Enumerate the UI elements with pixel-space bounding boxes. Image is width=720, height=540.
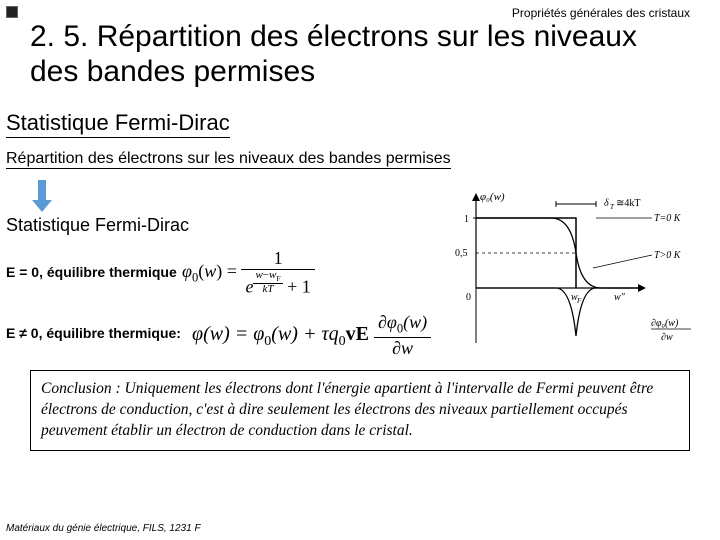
svg-text:w″: w″ xyxy=(614,292,626,303)
svg-text:T=0 K: T=0 K xyxy=(654,213,682,224)
footer-text: Matériaux du génie électrique, FILS, 123… xyxy=(6,523,201,534)
svg-text:≅4kT: ≅4kT xyxy=(616,198,641,209)
fermi-dirac-graph: φ₀(w) 1 0,5 0 w F w″ δ T ≅4kT T=0 K T>0 … xyxy=(446,188,706,353)
header-bullet xyxy=(6,6,18,18)
section-heading-1: Statistique Fermi-Dirac xyxy=(6,110,230,138)
section-heading-2: Statistique Fermi-Dirac xyxy=(6,215,189,236)
down-arrow-icon xyxy=(30,180,54,214)
eq2-label: E ≠ 0, équilibre thermique: xyxy=(6,325,181,341)
eq1-numerator: 1 xyxy=(241,248,314,270)
svg-text:0,5: 0,5 xyxy=(455,248,468,259)
svg-text:0: 0 xyxy=(466,292,471,303)
svg-text:∂w: ∂w xyxy=(661,332,673,343)
subheading-line: Répartition des électrons sur les niveau… xyxy=(6,150,451,169)
slide-title: 2. 5. Répartition des électrons sur les … xyxy=(30,20,690,89)
conclusion-box: Conclusion : Uniquement les électrons do… xyxy=(30,370,690,451)
svg-text:T>0 K: T>0 K xyxy=(654,250,682,261)
eq1-denominator: ew−wFkT + 1 xyxy=(241,270,314,297)
svg-text:F: F xyxy=(576,297,582,305)
svg-text:δ: δ xyxy=(604,198,609,209)
eq1-label: E = 0, équilibre thermique xyxy=(6,264,177,280)
header-tag: Propriétés générales des cristaux xyxy=(512,6,690,20)
svg-text:∂φ₀(w): ∂φ₀(w) xyxy=(651,318,679,329)
eq1-formula: φ0(w) = 1 ew−wFkT + 1 xyxy=(182,248,315,297)
svg-text:φ₀(w): φ₀(w) xyxy=(480,191,505,203)
svg-text:T: T xyxy=(610,203,615,211)
eq2-formula: φ(w) = φ0(w) + τq0vE ∂φ0(w) ∂w xyxy=(192,312,431,359)
conclusion-body: Uniquement les électrons dont l'énergie … xyxy=(41,380,653,439)
svg-text:1: 1 xyxy=(464,214,469,225)
conclusion-lead: Conclusion : xyxy=(41,380,121,397)
